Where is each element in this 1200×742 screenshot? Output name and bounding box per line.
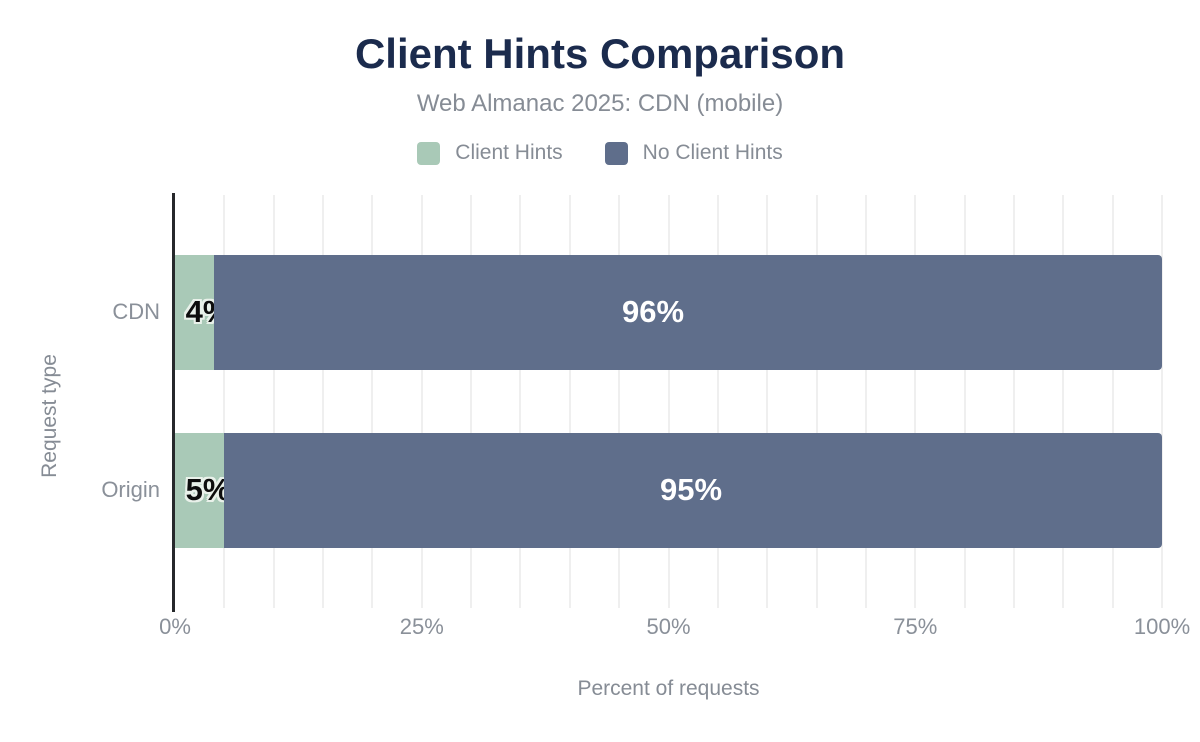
bar-value-label: 95% bbox=[659, 472, 723, 507]
grid-line bbox=[667, 195, 670, 608]
chart-subtitle: Web Almanac 2025: CDN (mobile) bbox=[416, 90, 784, 117]
legend-item: No Client Hints bbox=[604, 141, 783, 165]
category-label: CDN bbox=[112, 299, 160, 324]
grid-line bbox=[618, 195, 621, 608]
chart-title: Client Hints Comparison bbox=[354, 30, 846, 77]
grid-line bbox=[963, 195, 966, 608]
grid-line bbox=[1062, 195, 1065, 608]
x-tick-label: 50% bbox=[646, 614, 691, 639]
grid-line bbox=[420, 195, 423, 608]
grid-line bbox=[766, 195, 769, 608]
grid-line bbox=[519, 195, 522, 608]
grid-line bbox=[1111, 195, 1114, 608]
y-axis-title: Request type bbox=[38, 354, 61, 478]
bar-segment bbox=[175, 255, 215, 370]
legend-swatch bbox=[417, 141, 441, 165]
y-axis-line bbox=[172, 193, 175, 612]
legend-swatch bbox=[604, 141, 628, 165]
x-tick-label: 25% bbox=[399, 614, 444, 639]
bar-value-label: 5% bbox=[185, 472, 231, 507]
grid-line bbox=[864, 195, 867, 608]
grid-line bbox=[470, 195, 473, 608]
chart-legend: Client Hints No Client Hints bbox=[0, 141, 1200, 165]
bar-segment bbox=[175, 433, 225, 548]
grid-line bbox=[322, 195, 325, 608]
x-tick-label: 100% bbox=[1133, 614, 1191, 639]
grid-line bbox=[371, 195, 374, 608]
grid-line bbox=[223, 195, 226, 608]
x-axis-title: Percent of requests bbox=[577, 677, 760, 700]
grid-line bbox=[914, 195, 917, 608]
bar-value-label: 96% bbox=[621, 294, 685, 329]
grid-line bbox=[815, 195, 818, 608]
x-tick-label: 0% bbox=[159, 614, 191, 639]
grid-line bbox=[1161, 195, 1163, 608]
legend-item-label: Client Hints bbox=[455, 141, 563, 164]
grid-line bbox=[1012, 195, 1015, 608]
legend-item: Client Hints bbox=[417, 141, 563, 165]
grid-line bbox=[716, 195, 719, 608]
category-label: Origin bbox=[101, 477, 160, 502]
grid-line bbox=[272, 195, 275, 608]
legend-item-label: No Client Hints bbox=[642, 141, 783, 164]
bar-segment bbox=[214, 255, 1162, 370]
grid-line bbox=[568, 195, 571, 608]
bar-segment bbox=[224, 433, 1162, 548]
x-tick-label: 75% bbox=[893, 614, 938, 639]
